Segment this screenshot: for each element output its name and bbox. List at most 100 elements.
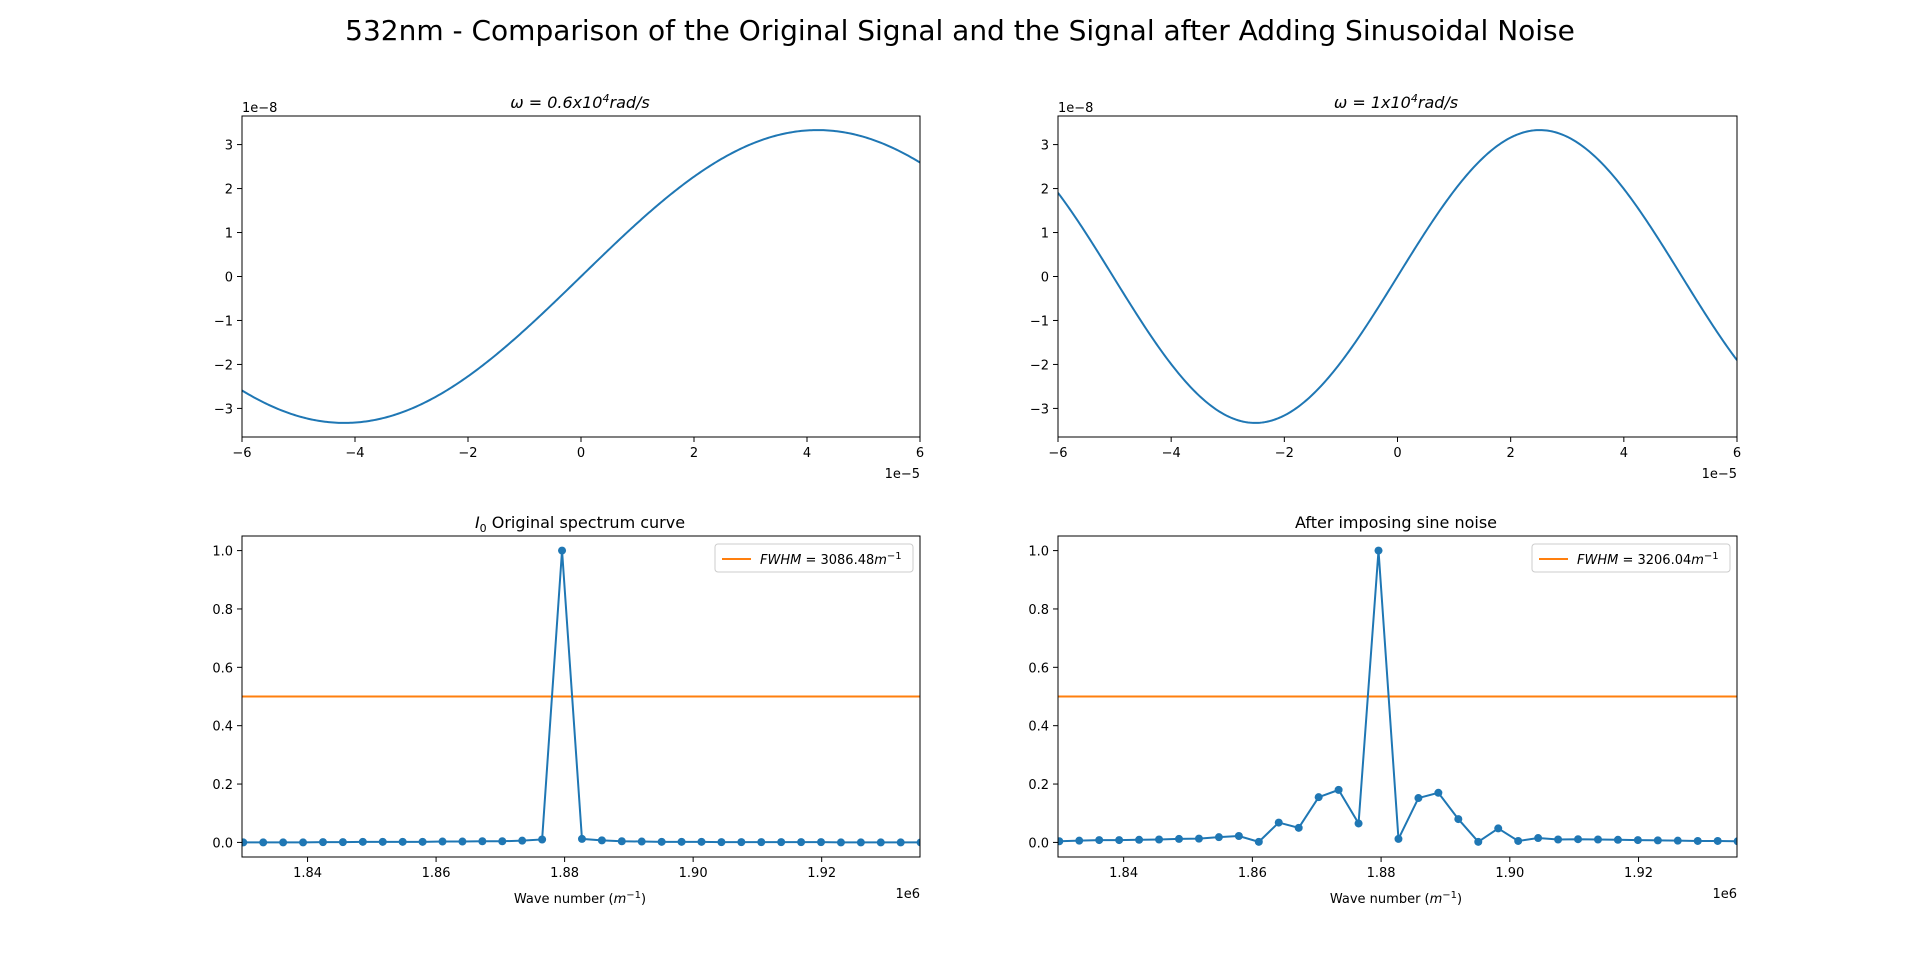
panel-title: I0 Original spectrum curve <box>475 513 685 535</box>
data-point <box>1593 835 1602 844</box>
legend-box <box>714 543 914 573</box>
y-tick-label: 1.0 <box>1028 545 1049 560</box>
data-point <box>657 837 666 846</box>
x-tick-label: 1.92 <box>807 866 836 881</box>
data-point <box>836 838 845 847</box>
data-point <box>817 838 826 847</box>
data-point <box>299 838 308 847</box>
y-tick-label: 1 <box>1041 227 1049 242</box>
y-tick-label: 0.2 <box>212 778 233 793</box>
series-line <box>1058 129 1737 424</box>
data-point <box>1514 836 1523 845</box>
data-point <box>1613 835 1622 844</box>
data-point <box>856 838 865 847</box>
data-point <box>1494 824 1503 833</box>
data-point <box>498 837 507 846</box>
data-point <box>1554 835 1563 844</box>
figure-title: 532nm - Comparison of the Original Signa… <box>345 14 1575 47</box>
y-tick-label: 2 <box>225 183 233 198</box>
data-point <box>737 838 746 847</box>
x-tick-label: −6 <box>232 446 251 461</box>
x-tick-label: 2 <box>1507 446 1515 461</box>
y-tick-label: 3 <box>1041 139 1049 154</box>
data-point <box>757 838 766 847</box>
y-tick-label: 1.0 <box>212 545 233 560</box>
data-point <box>1334 785 1343 794</box>
data-point <box>717 838 726 847</box>
data-point <box>279 838 288 847</box>
x-axis-label: Wave number (m−1) <box>514 890 646 907</box>
data-point <box>1314 793 1323 802</box>
panel-title: After imposing sine noise <box>1295 513 1497 532</box>
x-tick-label: 1.90 <box>1495 866 1524 881</box>
data-point <box>1534 834 1543 843</box>
data-point <box>1354 819 1363 828</box>
y-tick-label: 0.4 <box>1028 720 1049 735</box>
y-tick-label: −3 <box>1030 402 1049 417</box>
x-tick-label: −6 <box>1048 446 1067 461</box>
x-offset-label: 1e6 <box>1712 887 1737 902</box>
plot-area <box>242 129 920 424</box>
panel-bottom-left: I0 Original spectrum curve Wave number (… <box>212 513 921 907</box>
x-offset-label: 1e−5 <box>1702 467 1737 482</box>
x-tick-label: 0 <box>1393 446 1401 461</box>
data-point <box>418 837 427 846</box>
x-tick-label: 1.88 <box>1367 866 1396 881</box>
x-tick-label: −4 <box>1162 446 1181 461</box>
data-point <box>518 836 527 845</box>
data-point <box>1653 836 1662 845</box>
y-tick-label: 2 <box>1041 183 1049 198</box>
data-point <box>538 835 547 844</box>
x-axis-label: Wave number (m−1) <box>1330 890 1462 907</box>
data-point <box>1254 837 1263 846</box>
y-tick-label: −1 <box>1030 314 1049 329</box>
panel-title: ω = 0.6x104rad/s <box>510 92 650 112</box>
data-point <box>797 838 806 847</box>
data-point <box>1693 836 1702 845</box>
data-point <box>1058 837 1064 846</box>
x-offset-label: 1e6 <box>895 887 920 902</box>
y-tick-label: 0.0 <box>212 836 233 851</box>
panel-title: ω = 1x104rad/s <box>1334 92 1458 112</box>
data-point <box>1155 835 1164 844</box>
y-tick-label: 0.6 <box>212 661 233 676</box>
legend: FWHM = 3206.04m−1 <box>1531 543 1731 573</box>
x-tick-label: −2 <box>1275 446 1294 461</box>
data-point <box>1414 794 1423 803</box>
data-point <box>1374 546 1383 555</box>
x-tick-label: 6 <box>916 446 924 461</box>
legend-entry: FWHM = 3206.04m−1 <box>1577 551 1719 568</box>
data-point <box>1673 836 1682 845</box>
y-offset-label: 1e−8 <box>1058 101 1093 116</box>
y-tick-label: −2 <box>1030 358 1049 373</box>
data-point <box>1174 834 1183 843</box>
x-tick-label: 0 <box>577 446 585 461</box>
data-point <box>1194 834 1203 843</box>
x-tick-label: −2 <box>458 446 477 461</box>
data-point <box>1115 836 1124 845</box>
x-tick-label: 4 <box>1620 446 1628 461</box>
data-point <box>318 838 327 847</box>
x-offset-label: 1e−5 <box>885 467 920 482</box>
x-tick-label: 1.86 <box>1238 866 1267 881</box>
data-point <box>1713 836 1722 845</box>
x-tick-label: 1.90 <box>679 866 708 881</box>
data-point <box>1274 818 1283 827</box>
data-point <box>1394 834 1403 843</box>
data-point <box>242 838 248 847</box>
y-tick-label: 0.0 <box>1028 836 1049 851</box>
data-point <box>577 834 586 843</box>
data-point <box>876 838 885 847</box>
plot-area <box>1058 546 1737 846</box>
panel-bottom-right: After imposing sine noise Wave number (m… <box>1028 513 1738 907</box>
x-tick-label: 1.86 <box>422 866 451 881</box>
y-tick-label: 0.6 <box>1028 661 1049 676</box>
data-point <box>438 837 447 846</box>
data-point <box>1135 835 1144 844</box>
legend-box <box>1531 543 1731 573</box>
panel-top-right: ω = 1x104rad/s 1e−8 1e−5 −6 −4 −2 0 2 4 6 −3 −2 −… <box>1030 92 1741 482</box>
y-tick-label: −1 <box>214 314 233 329</box>
data-point <box>916 838 920 847</box>
data-point <box>1294 823 1303 832</box>
y-tick-label: 0 <box>1041 271 1049 286</box>
